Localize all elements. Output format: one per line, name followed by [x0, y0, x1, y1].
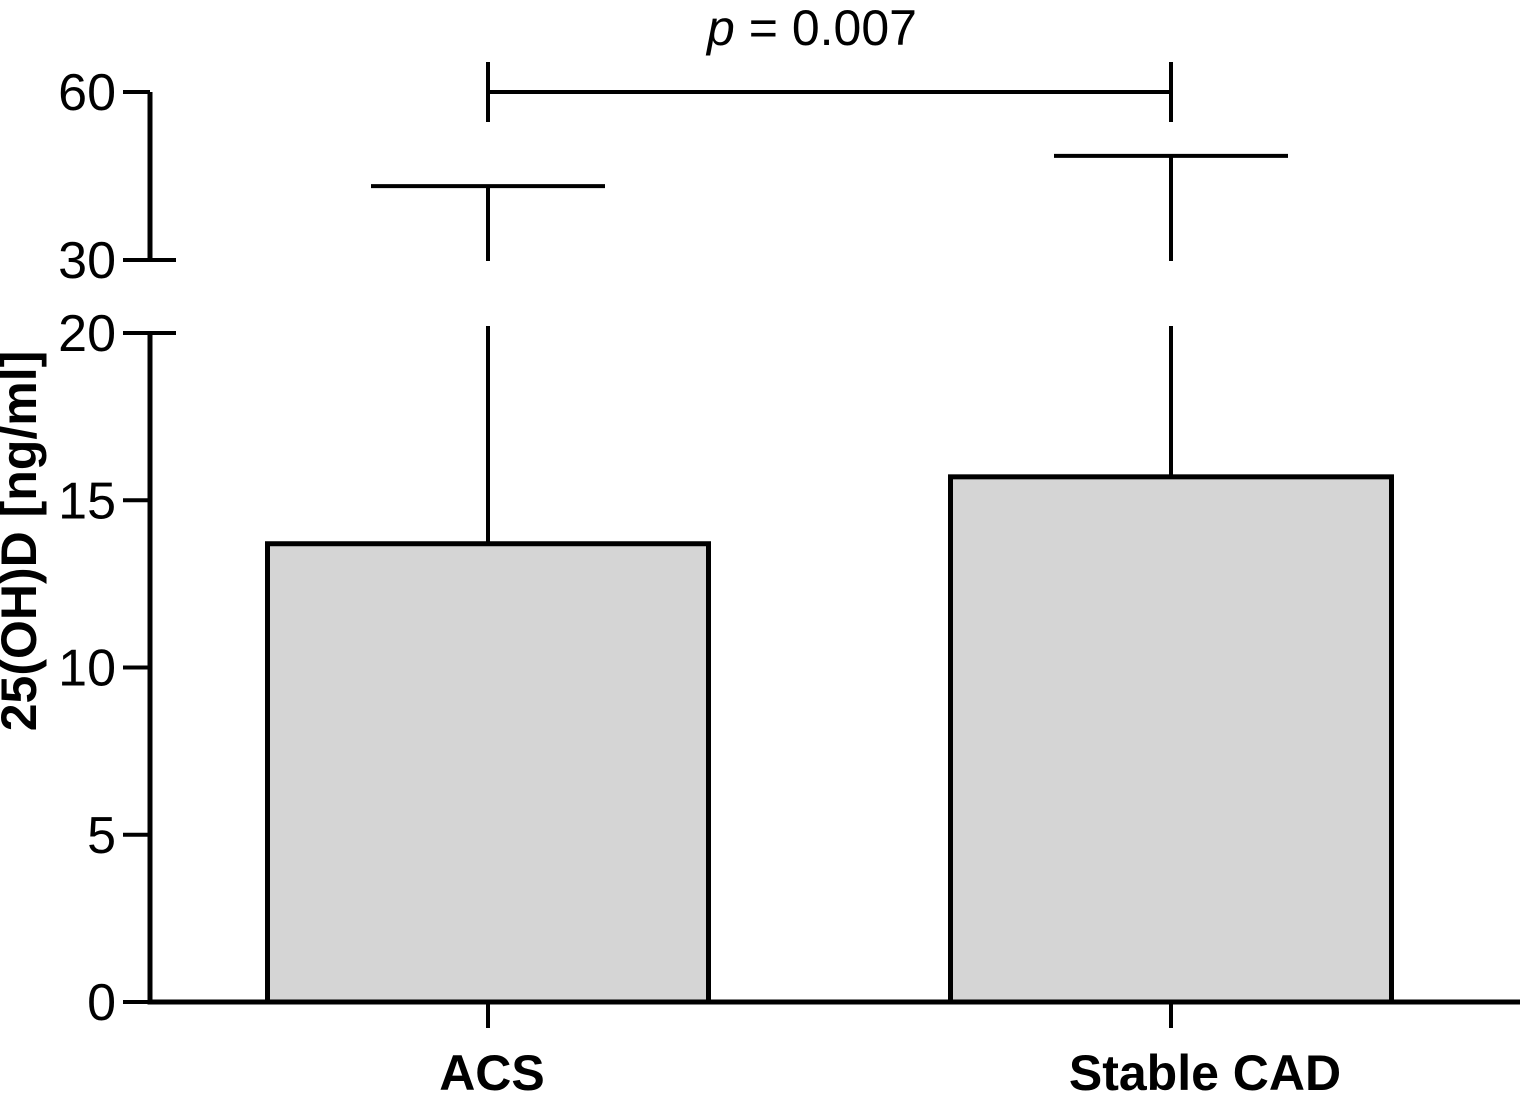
y-tick-label-20: 20: [58, 305, 116, 363]
axes-layer: 25(OH)D [ng/ml]: [0, 92, 1520, 1005]
y-tick-label-5: 5: [87, 807, 116, 865]
y-tick-label-10: 10: [58, 640, 116, 698]
p-value-rest: = 0.007: [735, 0, 917, 56]
category-label-stable-cad: Stable CAD: [1069, 1045, 1341, 1096]
y-tick-label-30: 30: [58, 232, 116, 290]
y-tick-label-60: 60: [58, 64, 116, 122]
bar-acs: [265, 541, 711, 1005]
p-value-label: p = 0.007: [705, 0, 917, 56]
annotations-layer: 0 5 10 15 20 30 60 ACS Stable CAD p = 0.007: [58, 0, 1341, 1096]
y-tick-label-0: 0: [87, 974, 116, 1032]
y-tick-label-15: 15: [58, 472, 116, 530]
p-value-variable: p: [705, 0, 735, 56]
y-axis-title: 25(OH)D [ng/ml]: [0, 351, 47, 732]
bars-layer: [265, 153, 1394, 1005]
bar-stable-cad: [948, 474, 1394, 1005]
category-label-acs: ACS: [439, 1045, 545, 1096]
